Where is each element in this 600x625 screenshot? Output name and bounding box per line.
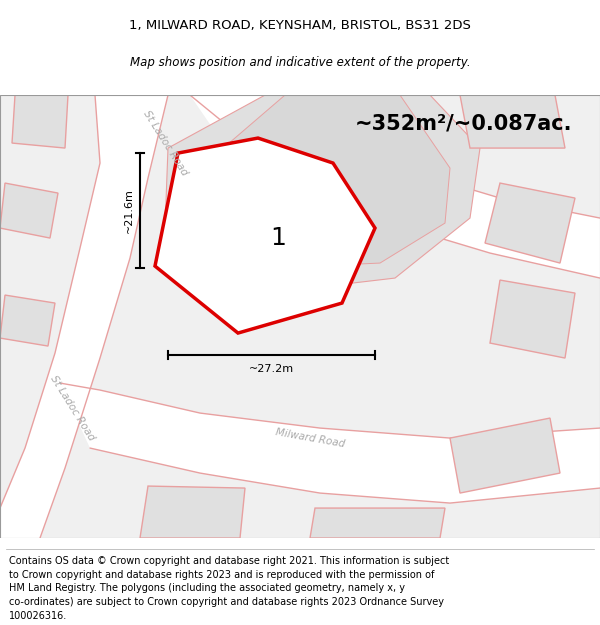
Text: Contains OS data © Crown copyright and database right 2021. This information is : Contains OS data © Crown copyright and d… <box>9 556 449 621</box>
Polygon shape <box>0 95 168 538</box>
Text: 1, MILWARD ROAD, KEYNSHAM, BRISTOL, BS31 2DS: 1, MILWARD ROAD, KEYNSHAM, BRISTOL, BS31… <box>129 19 471 32</box>
Polygon shape <box>200 95 450 268</box>
Text: ~27.2m: ~27.2m <box>249 364 294 374</box>
Polygon shape <box>490 280 575 358</box>
Text: St Ladoc Road: St Ladoc Road <box>48 374 96 442</box>
Text: 1: 1 <box>270 226 286 250</box>
Text: ~21.6m: ~21.6m <box>124 188 134 233</box>
Polygon shape <box>190 95 600 278</box>
Text: Milward Road: Milward Road <box>274 427 346 449</box>
Polygon shape <box>60 383 600 503</box>
Polygon shape <box>460 95 565 148</box>
Polygon shape <box>0 295 55 346</box>
Text: ~352m²/~0.087ac.: ~352m²/~0.087ac. <box>355 113 572 133</box>
Polygon shape <box>310 508 445 538</box>
Polygon shape <box>0 183 58 238</box>
Text: St Ladoc Road: St Ladoc Road <box>141 109 189 177</box>
Polygon shape <box>485 183 575 263</box>
Text: Map shows position and indicative extent of the property.: Map shows position and indicative extent… <box>130 56 470 69</box>
Polygon shape <box>140 486 245 538</box>
Polygon shape <box>450 418 560 493</box>
Polygon shape <box>12 95 68 148</box>
Polygon shape <box>155 138 375 333</box>
Polygon shape <box>165 95 480 288</box>
